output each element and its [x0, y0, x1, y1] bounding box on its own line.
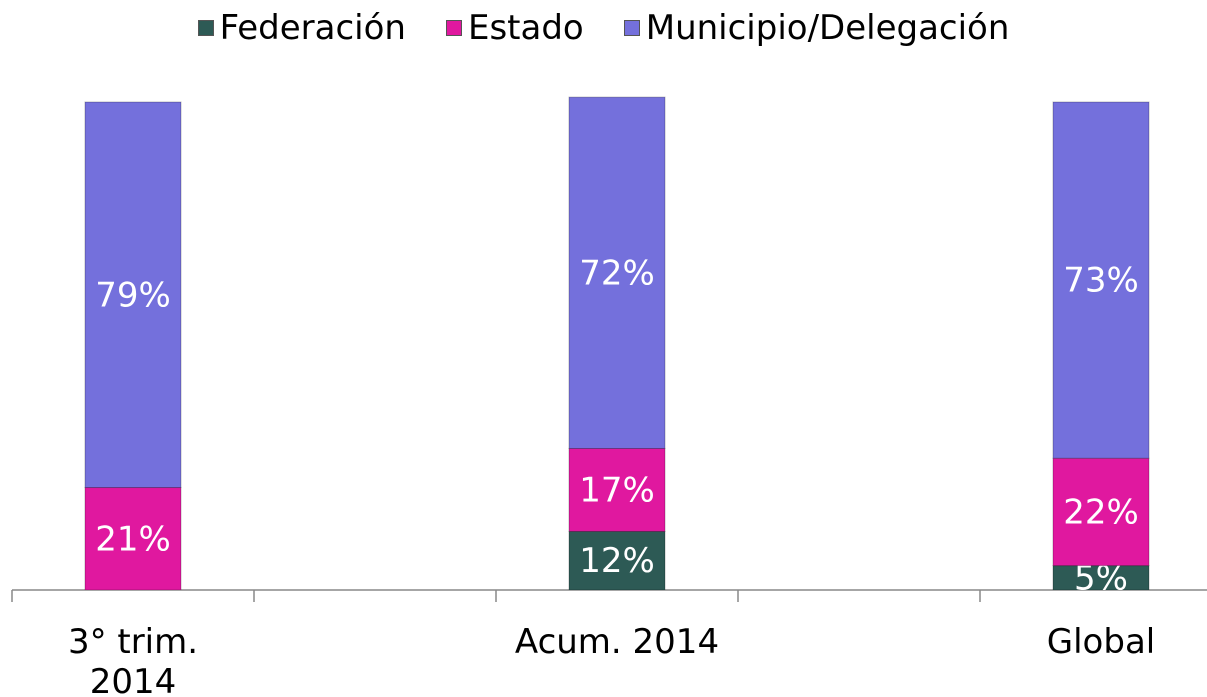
bar-segment: [84, 487, 182, 590]
bar-segment: [568, 447, 666, 532]
legend-swatch: [445, 20, 462, 36]
bar-segment: [568, 96, 666, 449]
legend: Federación Estado Municipio/Delegación: [0, 8, 1207, 48]
legend-item: Municipio/Delegación: [623, 8, 1010, 48]
data-label: 72%: [579, 253, 655, 293]
bar-segment: [1052, 457, 1150, 567]
data-label: 17%: [579, 470, 655, 510]
bar-segment: [1052, 101, 1150, 459]
bars: 21%79%12%17%72%5%22%73%: [84, 96, 1150, 590]
bar-segment: [84, 101, 182, 489]
legend-swatch: [623, 20, 640, 36]
x-tick-label: 3° trim. 2014: [67, 622, 199, 697]
legend-label: Federación: [219, 8, 406, 48]
x-tick-label: Global: [1046, 622, 1156, 662]
data-label: 73%: [1063, 261, 1139, 301]
data-label: 12%: [579, 541, 655, 581]
legend-item: Estado: [445, 8, 584, 48]
x-tick-label: Acum. 2014: [514, 622, 720, 662]
legend-label: Estado: [467, 8, 584, 48]
data-label: 79%: [95, 275, 171, 315]
legend-label: Municipio/Delegación: [645, 8, 1010, 48]
legend-swatch: [197, 20, 214, 36]
data-label: 22%: [1063, 492, 1139, 532]
legend-item: Federación: [197, 8, 406, 48]
bar-segment: [1052, 565, 1150, 590]
data-label: 21%: [95, 519, 171, 559]
